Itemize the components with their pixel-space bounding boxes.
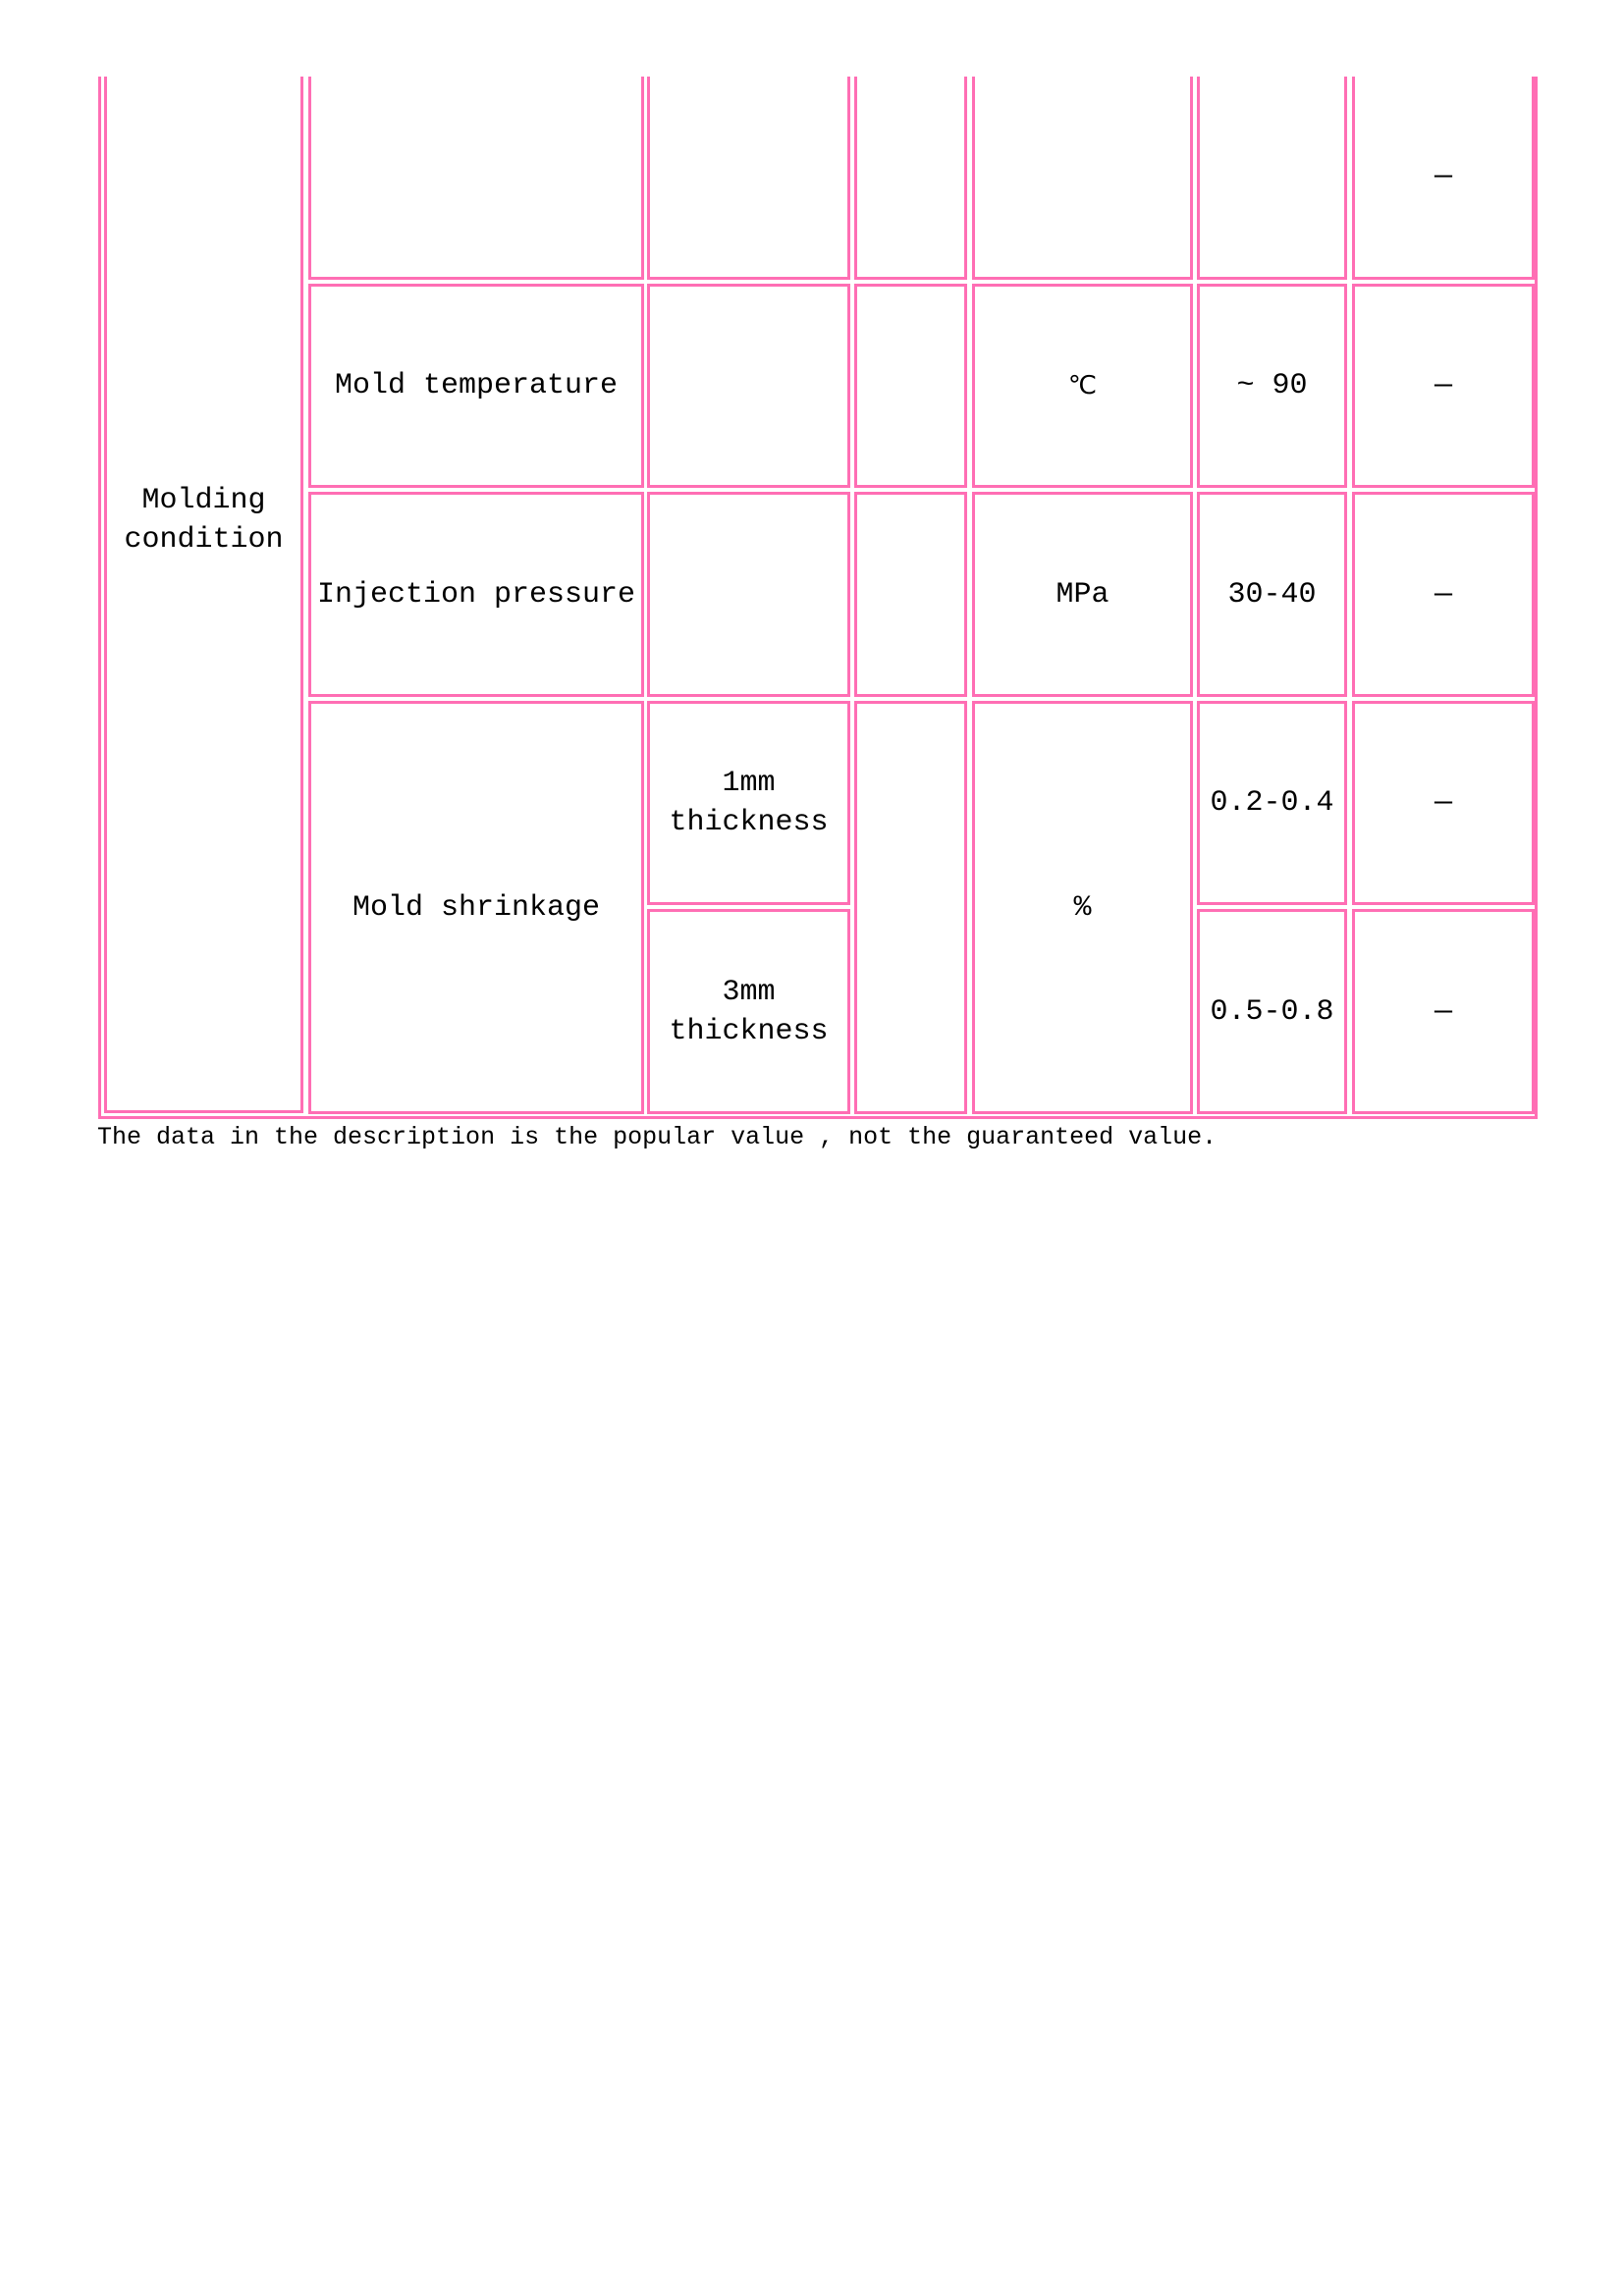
unit-text: MPa: [1056, 577, 1110, 612]
row4-unit: %: [972, 701, 1193, 1114]
row4a-sub: 1mm thickness: [647, 701, 850, 905]
row1-value: [1197, 77, 1347, 280]
row4a-remark: —: [1352, 701, 1535, 905]
sub-text: 3mm thickness: [669, 975, 829, 1048]
remark-text: —: [1434, 369, 1452, 402]
item-text: Mold temperature: [334, 369, 619, 402]
row1-sub: [647, 77, 850, 280]
row4-item: Mold shrinkage: [308, 701, 644, 1114]
value-text: 30-40: [1227, 577, 1317, 612]
group-label-cell: Molding condition: [104, 77, 303, 1113]
row2-remark: —: [1352, 284, 1535, 488]
item-text: Mold shrinkage: [352, 890, 601, 925]
row3-item: Injection pressure: [308, 492, 644, 697]
row2-col3: [854, 284, 967, 488]
row4b-remark: —: [1352, 909, 1535, 1114]
sub-text: 1mm thickness: [669, 767, 829, 839]
row3-sub: [647, 492, 850, 697]
properties-table: [98, 77, 1538, 1119]
item-text: Injection pressure: [316, 577, 636, 612]
row4b-sub: 3mm thickness: [647, 909, 850, 1114]
row2-unit: ℃: [972, 284, 1193, 488]
remark-text: —: [1434, 160, 1452, 193]
remark-text: —: [1434, 994, 1452, 1029]
row1-unit: [972, 77, 1193, 280]
row1-remark: —: [1352, 77, 1535, 280]
row2-item: Mold temperature: [308, 284, 644, 488]
row4-col3: [854, 701, 967, 1114]
group-label: Molding condition: [124, 483, 284, 557]
row1-col3: [854, 77, 967, 280]
value-text: 0.2-0.4: [1210, 786, 1334, 820]
row2-sub: [647, 284, 850, 488]
value-text: ~ 90: [1236, 369, 1308, 402]
unit-text: %: [1073, 890, 1092, 925]
row2-value: ~ 90: [1197, 284, 1347, 488]
value-text: 0.5-0.8: [1210, 994, 1334, 1029]
row4a-value: 0.2-0.4: [1197, 701, 1347, 905]
remark-text: —: [1434, 786, 1452, 820]
row3-unit: MPa: [972, 492, 1193, 697]
row3-col3: [854, 492, 967, 697]
footnote: The data in the description is the popul…: [97, 1123, 1218, 1151]
row4b-value: 0.5-0.8: [1197, 909, 1347, 1114]
row3-value: 30-40: [1197, 492, 1347, 697]
row3-remark: —: [1352, 492, 1535, 697]
unit-text: ℃: [1067, 371, 1098, 400]
row1-item: [308, 77, 644, 280]
remark-text: —: [1434, 577, 1452, 612]
